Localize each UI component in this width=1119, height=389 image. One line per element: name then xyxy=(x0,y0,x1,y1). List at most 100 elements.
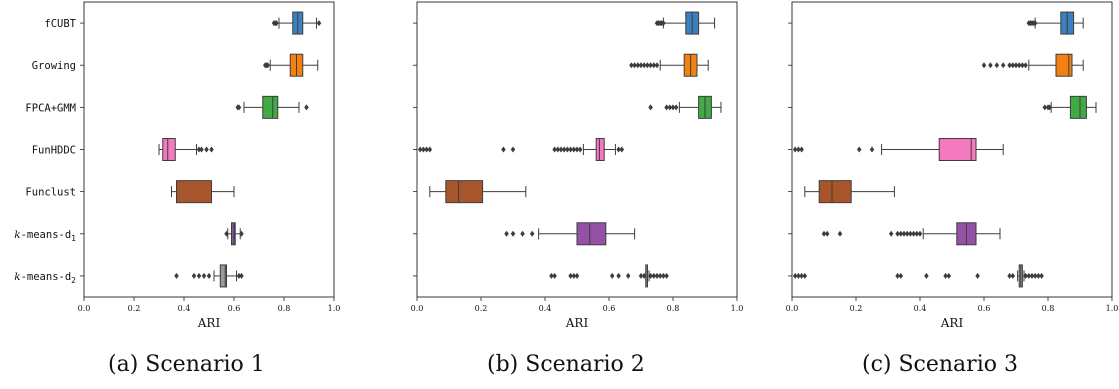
outlier-point xyxy=(558,146,564,153)
outlier-point xyxy=(648,104,653,111)
outlier-point xyxy=(206,272,212,279)
outlier-point xyxy=(529,230,535,237)
category-label-1: fCUBT xyxy=(44,18,76,30)
outlier-point xyxy=(661,272,666,279)
outlier-point xyxy=(632,62,637,69)
outlier-point xyxy=(625,272,631,279)
outlier-point xyxy=(648,62,653,69)
outlier-point xyxy=(908,230,913,237)
outlier-point xyxy=(1007,272,1012,279)
outlier-point xyxy=(574,272,580,279)
outlier-point xyxy=(901,230,907,237)
x-tick-label: 1.0 xyxy=(731,304,744,313)
outlier-point xyxy=(616,272,621,279)
outlier-point xyxy=(561,146,567,153)
x-tick-label: 0.6 xyxy=(228,304,241,313)
category-label-5: Funclust xyxy=(25,187,76,199)
box-funhddc xyxy=(158,138,214,161)
outlier-point xyxy=(888,230,894,237)
x-tick-label: 0.6 xyxy=(978,304,991,313)
x-tick-label: 0.8 xyxy=(278,304,291,313)
box-iqr xyxy=(576,222,607,246)
outlier-point xyxy=(199,146,204,153)
box-iqr xyxy=(162,138,176,161)
outlier-point xyxy=(421,146,426,153)
box-iqr xyxy=(1069,95,1087,119)
outlier-point xyxy=(204,146,209,153)
outlier-point xyxy=(274,20,279,27)
box-growing xyxy=(263,53,319,77)
outlier-point xyxy=(898,230,904,237)
outlier-point xyxy=(574,146,580,153)
x-tick-label: 0.6 xyxy=(603,304,616,313)
outlier-point xyxy=(904,230,910,237)
outlier-point xyxy=(504,230,509,237)
outlier-point xyxy=(911,230,916,237)
outlier-point xyxy=(501,146,506,153)
box-iqr xyxy=(176,180,212,204)
outlier-point xyxy=(648,272,653,279)
outlier-point xyxy=(191,272,197,279)
category-label-4: FunHDDC xyxy=(32,145,76,157)
x-tick-label: 0.2 xyxy=(128,304,141,313)
outlier-point xyxy=(837,230,843,237)
outlier-point xyxy=(568,272,573,279)
outlier-point xyxy=(792,272,798,279)
outlier-point xyxy=(651,272,657,279)
outlier-point xyxy=(577,146,583,153)
category-label-7: k-means-d2 xyxy=(14,271,76,285)
outlier-point xyxy=(943,272,948,279)
outlier-point xyxy=(209,146,214,153)
outlier-point xyxy=(1032,272,1038,279)
box-iqr xyxy=(818,180,852,204)
outlier-point xyxy=(565,146,570,153)
outlier-point xyxy=(424,146,429,153)
outlier-point xyxy=(664,272,669,279)
outlier-point xyxy=(224,230,229,237)
outlier-point xyxy=(555,146,561,153)
x-tick-label: 0.4 xyxy=(178,304,191,313)
outlier-point xyxy=(641,62,647,69)
outlier-point xyxy=(895,230,900,237)
outlier-point xyxy=(988,62,993,69)
x-tick-label: 0.2 xyxy=(475,304,488,313)
chart-panel-1: 0.0 0.2 0.4 0.6 0.8 1.0 ARI xyxy=(78,1,341,330)
outlier-point xyxy=(196,146,202,153)
chart-panel-2: 0.0 0.2 0.4 0.6 0.8 1.0 ARI xyxy=(411,1,744,330)
outlier-point xyxy=(236,272,242,279)
outlier-point xyxy=(975,272,980,279)
x-tick-label: 0.8 xyxy=(667,304,680,313)
outlier-point xyxy=(924,272,929,279)
x-tick-label: 0.4 xyxy=(539,304,552,313)
caption-scenario-2: (b) Scenario 2 xyxy=(487,352,645,377)
outlier-point xyxy=(316,20,322,27)
box-fcubt xyxy=(1026,11,1084,35)
outlier-point xyxy=(1007,62,1012,69)
outlier-point xyxy=(568,146,573,153)
outlier-point xyxy=(510,230,516,237)
outlier-point xyxy=(265,62,270,69)
outlier-point xyxy=(654,62,660,69)
outlier-point xyxy=(799,272,804,279)
x-tick-label: 1.0 xyxy=(328,304,341,313)
outlier-point xyxy=(895,272,900,279)
caption-scenario-1: (a) Scenario 1 xyxy=(108,352,265,377)
box-growing xyxy=(629,53,709,77)
x-axis-label: ARI xyxy=(565,316,589,330)
box-fcubt xyxy=(654,11,716,35)
box-iqr xyxy=(445,180,484,204)
box-k-means-d2 xyxy=(174,264,244,288)
box-fpca-gmm xyxy=(235,95,309,119)
outlier-point xyxy=(657,272,663,279)
box-k-means-d2 xyxy=(792,264,1044,288)
outlier-point xyxy=(510,146,516,153)
outlier-point xyxy=(552,272,557,279)
outlier-point xyxy=(571,146,577,153)
x-tick-label: 0.0 xyxy=(78,304,91,313)
outlier-point xyxy=(673,104,679,111)
outlier-point xyxy=(236,104,242,111)
box-funhddc xyxy=(792,138,1004,161)
outlier-point xyxy=(914,230,920,237)
outlier-point xyxy=(641,272,647,279)
outlier-point xyxy=(201,272,207,279)
